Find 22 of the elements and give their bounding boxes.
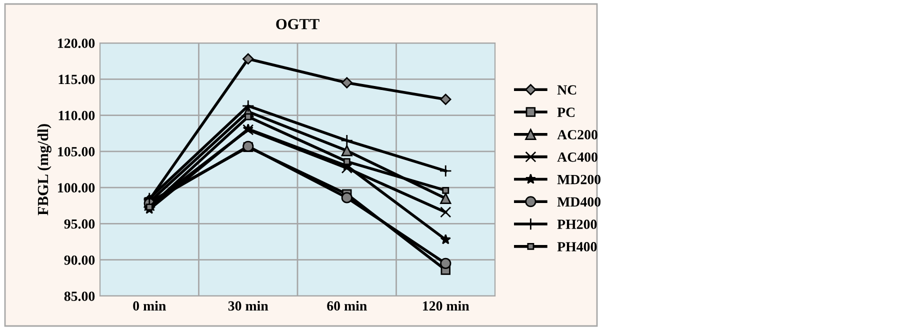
legend-label: MD200	[557, 174, 601, 184]
y-tick-label: 100.00	[58, 183, 95, 193]
y-tick-label: 105.00	[58, 147, 95, 156]
y-tick-label: 120.00	[58, 38, 95, 48]
x-tick-label: 0 min	[133, 300, 166, 311]
y-axis-title: FBGL (mg/dl)	[37, 124, 52, 216]
legend-label: PH200	[557, 220, 597, 230]
y-tick-label: 110.00	[58, 110, 95, 120]
y-tick-label: 90.00	[64, 255, 95, 265]
x-tick-label: 120 min	[423, 300, 470, 311]
legend-label: MD400	[557, 197, 601, 207]
legend-label: NC	[557, 85, 576, 95]
y-tick-label: 115.00	[58, 74, 95, 84]
legend-label: PH400	[557, 242, 597, 252]
chart-title: OGTT	[276, 18, 320, 30]
legend-label: AC400	[557, 152, 598, 162]
x-tick-label: 60 min	[327, 300, 367, 311]
legend-label: AC200	[557, 130, 598, 140]
legend-label: PC	[557, 108, 575, 118]
y-tick-label: 85.00	[64, 292, 95, 302]
y-tick-label: 95.00	[64, 219, 95, 229]
x-tick-label: 30 min	[228, 300, 268, 311]
